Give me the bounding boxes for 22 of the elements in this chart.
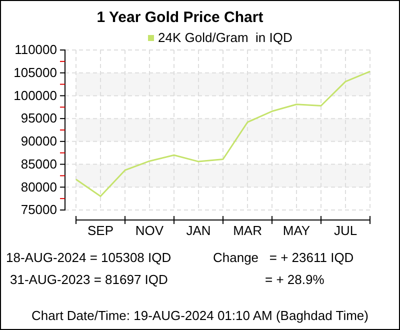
chart-title: 1 Year Gold Price Chart xyxy=(96,9,264,26)
y-tick-label: 95000 xyxy=(20,110,57,126)
y-tick-label: 85000 xyxy=(20,156,57,172)
x-tick-label: NOV xyxy=(135,223,164,238)
y-tick-label: 110000 xyxy=(14,42,57,58)
text: = + 28.9% xyxy=(265,272,325,287)
x-tick-label: JUL xyxy=(334,223,358,238)
text: 31-AUG-2023 = 81697 IQD xyxy=(10,272,168,287)
text: 18-AUG-2024 = 105308 IQD xyxy=(6,250,172,265)
legend-label: 24K Gold/Gram in IQD xyxy=(158,30,292,45)
y-tick-label: 105000 xyxy=(14,65,57,80)
y-tick-label: 100000 xyxy=(14,88,57,103)
x-tick-label: JAN xyxy=(186,223,211,238)
y-tick-label: 90000 xyxy=(20,134,57,149)
text: Change = + 23611 IQD xyxy=(213,250,354,265)
y-tick-label: 75000 xyxy=(20,202,57,218)
x-tick-label: SEP xyxy=(87,223,114,238)
x-tick-label: MAR xyxy=(233,223,262,238)
y-tick-label: 80000 xyxy=(20,179,57,194)
line-series xyxy=(75,70,371,198)
text: Chart Date/Time: 19-AUG-2024 01:10 AM (Baghdad Time) xyxy=(32,308,368,323)
x-tick-label: MAY xyxy=(282,223,310,238)
